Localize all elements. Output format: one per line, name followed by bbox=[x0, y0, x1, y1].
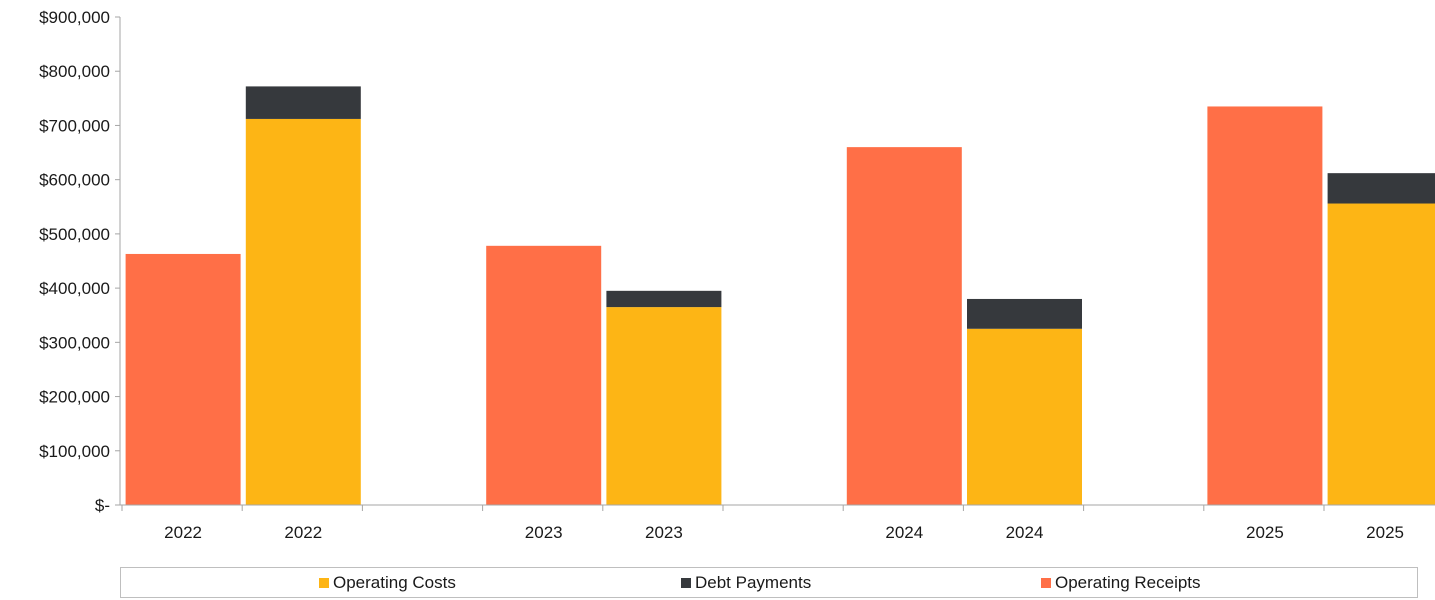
bar-operating-costs-2022 bbox=[245, 118, 361, 505]
bar-operating-receipts-2025 bbox=[1207, 106, 1323, 505]
bar-debt-payments-2024 bbox=[967, 298, 1082, 329]
y-tick-label: $200,000 bbox=[39, 388, 110, 407]
legend-label-debt-payments: Debt Payments bbox=[695, 573, 812, 592]
legend-swatch-operating-receipts bbox=[1041, 578, 1051, 588]
x-tick-label: 2024 bbox=[1006, 523, 1044, 542]
legend-item-operating-receipts: Operating Receipts bbox=[1041, 573, 1201, 593]
bar-debt-payments-2023 bbox=[606, 290, 722, 308]
y-axis: $- $100,000 $200,000 $300,000 $400,000 $500,0… bbox=[39, 8, 121, 515]
y-tick-label: $700,000 bbox=[39, 116, 110, 135]
y-tick-label: $400,000 bbox=[39, 279, 110, 298]
legend-swatch-operating-costs bbox=[319, 578, 329, 588]
bar-operating-receipts-2023 bbox=[486, 245, 602, 505]
y-tick-label: $- bbox=[95, 496, 110, 515]
bar-operating-receipts-2024 bbox=[846, 147, 962, 505]
bar-operating-receipts-2022 bbox=[125, 253, 241, 505]
y-tick-label: $100,000 bbox=[39, 442, 110, 461]
bar-operating-costs-2024 bbox=[967, 328, 1082, 505]
x-tick-label: 2024 bbox=[885, 523, 923, 542]
x-tick-label: 2025 bbox=[1366, 523, 1404, 542]
legend-swatch-debt-payments bbox=[681, 578, 691, 588]
y-tick-label: $600,000 bbox=[39, 171, 110, 190]
legend: Operating Costs Debt Payments Operating … bbox=[120, 567, 1418, 598]
bar-chart: $- $100,000 $200,000 $300,000 $400,000 $500,0… bbox=[39, 8, 1435, 542]
x-tick-label: 2022 bbox=[164, 523, 202, 542]
x-tick-label: 2022 bbox=[284, 523, 322, 542]
legend-label-operating-receipts: Operating Receipts bbox=[1055, 573, 1201, 592]
legend-item-operating-costs: Operating Costs bbox=[319, 573, 456, 593]
x-tick-label: 2023 bbox=[645, 523, 683, 542]
bar-debt-payments-2022 bbox=[245, 86, 361, 119]
legend-item-debt-payments: Debt Payments bbox=[681, 573, 811, 593]
x-tick-label: 2025 bbox=[1246, 523, 1284, 542]
legend-label-operating-costs: Operating Costs bbox=[333, 573, 456, 592]
bars bbox=[125, 86, 1435, 505]
x-axis: 2022 2022 2023 2023 2024 2024 2025 2025 bbox=[120, 504, 1435, 542]
y-tick-label: $900,000 bbox=[39, 8, 110, 27]
y-tick-label: $500,000 bbox=[39, 225, 110, 244]
bar-debt-payments-2025 bbox=[1327, 173, 1435, 204]
x-tick-label: 2023 bbox=[525, 523, 563, 542]
y-tick-label: $300,000 bbox=[39, 333, 110, 352]
y-tick-label: $800,000 bbox=[39, 62, 110, 81]
bar-operating-costs-2023 bbox=[606, 307, 722, 505]
bar-operating-costs-2025 bbox=[1327, 203, 1435, 505]
